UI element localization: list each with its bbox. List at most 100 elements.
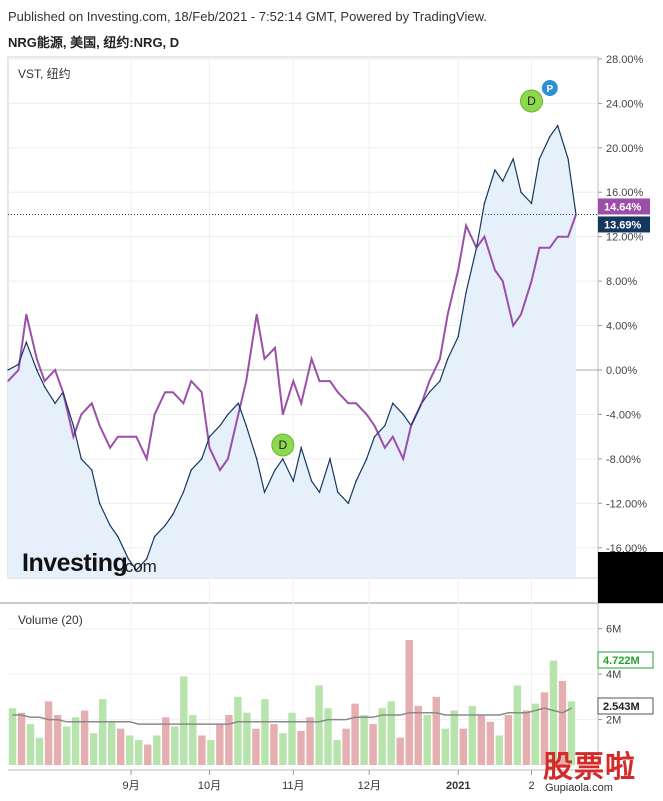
volume-bar bbox=[297, 730, 305, 765]
nrg-point bbox=[274, 469, 276, 471]
vst-point bbox=[512, 324, 514, 327]
volume-bar bbox=[486, 721, 495, 765]
volume-bar bbox=[468, 705, 477, 765]
nrg-point bbox=[54, 402, 56, 405]
vst-point bbox=[164, 391, 166, 393]
nrg-point bbox=[494, 169, 496, 171]
nrg-point bbox=[392, 402, 394, 405]
volume-bar bbox=[477, 715, 486, 765]
vst-point bbox=[274, 347, 276, 349]
vst-point bbox=[355, 402, 357, 405]
volume-bar bbox=[135, 740, 143, 765]
volume-bar bbox=[53, 715, 62, 765]
vst-point bbox=[62, 391, 64, 393]
nrg-point bbox=[127, 558, 130, 560]
volume-y-tick-label: 4M bbox=[606, 669, 621, 681]
volume-pane-label: Volume (20) bbox=[18, 613, 83, 627]
volume-bar bbox=[8, 708, 17, 765]
volume-bar bbox=[62, 726, 71, 765]
vst-point bbox=[17, 369, 20, 371]
vst-point bbox=[337, 391, 339, 393]
nrg-point bbox=[219, 424, 221, 427]
vst-point bbox=[365, 413, 368, 416]
vst-point bbox=[300, 402, 302, 405]
vst-point bbox=[549, 247, 551, 249]
vst-point bbox=[538, 247, 541, 249]
volume-bar bbox=[387, 701, 395, 765]
nrg-point bbox=[373, 435, 376, 438]
nrg-point bbox=[80, 458, 82, 460]
nrg-point bbox=[208, 435, 211, 438]
volume-bar bbox=[144, 744, 152, 765]
symbol-title: NRG能源, 美国, 纽约:NRG, D bbox=[8, 35, 180, 50]
vst-point bbox=[502, 280, 504, 282]
nrg-point bbox=[146, 558, 148, 560]
volume-bar bbox=[35, 737, 44, 765]
nrg-point bbox=[329, 458, 331, 460]
volume-bar bbox=[261, 699, 269, 765]
volume-bar bbox=[180, 676, 188, 765]
x-tick-label: 2021 bbox=[446, 780, 470, 792]
vst-point bbox=[373, 424, 376, 427]
volume-bar bbox=[107, 721, 116, 765]
volume-bar bbox=[432, 696, 440, 765]
volume-bar bbox=[405, 640, 413, 765]
nrg-point bbox=[384, 424, 386, 427]
vst-point bbox=[255, 313, 258, 316]
y-tick-label: 8.00% bbox=[606, 276, 637, 288]
vst-last-badge bbox=[598, 198, 650, 215]
vst-last-value: 14.64% bbox=[604, 201, 642, 213]
volume-bar bbox=[333, 740, 341, 765]
vst-point bbox=[25, 313, 28, 316]
nrg-point bbox=[98, 502, 101, 505]
x-tick-label: 10月 bbox=[198, 780, 221, 792]
dividend-marker bbox=[271, 433, 295, 457]
volume-bar bbox=[216, 724, 224, 765]
volume-bar bbox=[324, 708, 332, 765]
vst-point bbox=[420, 402, 423, 405]
volume-bar bbox=[378, 708, 386, 765]
dividend-marker-label: D bbox=[279, 438, 288, 452]
nrg-point bbox=[402, 413, 404, 416]
vst-point bbox=[384, 447, 386, 449]
volume-bar bbox=[243, 712, 251, 765]
nrg-point bbox=[17, 363, 20, 366]
nrg-point bbox=[292, 480, 295, 482]
stamp-text: 股票啦 bbox=[543, 750, 636, 785]
y-tick-label: 4.00% bbox=[606, 321, 637, 333]
volume-bar bbox=[288, 712, 296, 765]
volume-last-badge bbox=[597, 651, 654, 669]
dividend-marker bbox=[520, 89, 544, 113]
vst-point bbox=[98, 424, 101, 427]
volume-bar bbox=[198, 735, 206, 765]
y-tick-label: 28.00% bbox=[606, 54, 644, 66]
nrg-point bbox=[347, 502, 349, 505]
nrg-point bbox=[245, 424, 247, 427]
vst-point bbox=[292, 380, 295, 382]
nrg-point bbox=[337, 491, 339, 493]
nrg-point bbox=[43, 385, 46, 388]
volume-bar bbox=[234, 696, 242, 765]
volume-bar bbox=[360, 715, 368, 765]
vst-point bbox=[80, 413, 82, 416]
volume-bar bbox=[540, 692, 549, 765]
vst-point bbox=[494, 269, 496, 271]
vst-point bbox=[329, 380, 331, 382]
y-tick-label: -16.00% bbox=[606, 543, 647, 555]
nrg-last-value: 13.69% bbox=[604, 219, 642, 231]
volume-bar bbox=[549, 660, 558, 765]
volume-bar bbox=[495, 735, 504, 765]
vst-point bbox=[310, 358, 313, 360]
dividend-marker-label: D bbox=[527, 94, 536, 108]
vst-point bbox=[457, 269, 459, 271]
y-tick-label: -12.00% bbox=[606, 498, 647, 510]
nrg-point bbox=[520, 191, 522, 193]
vst-point bbox=[109, 447, 111, 449]
vst-point bbox=[245, 380, 247, 382]
vst-point bbox=[117, 435, 119, 438]
dividend-marker-label: P bbox=[546, 84, 553, 95]
investing-logo-text: Investing bbox=[22, 549, 128, 577]
nrg-point bbox=[549, 135, 551, 138]
volume-bar bbox=[126, 735, 134, 765]
